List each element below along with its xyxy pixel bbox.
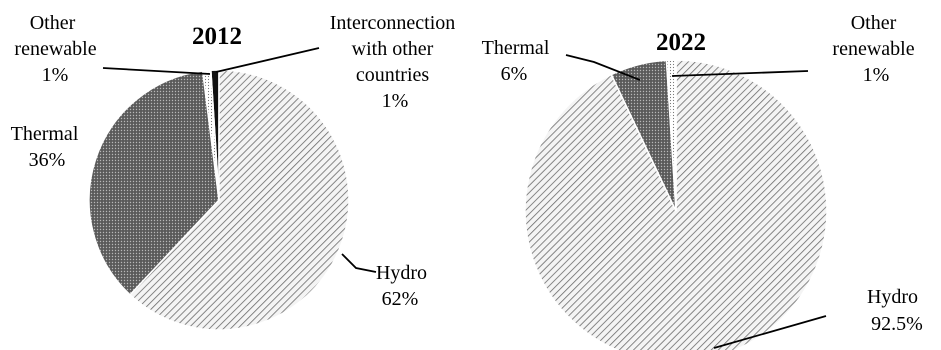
pie-2012-label-interconnection: Interconnection with other countries 1% <box>330 12 461 112</box>
label-line: renewable <box>14 38 96 60</box>
label-line: Hydro <box>867 286 918 308</box>
label-line: renewable <box>832 38 914 60</box>
label-line: Other <box>30 12 76 34</box>
pie-2012-label-hydro: Hydro 62% <box>376 262 432 310</box>
leader-line-2012-interconnection <box>215 47 320 73</box>
pie-slice-2012-hydro <box>128 69 350 331</box>
leader-line-2012-other-renewable <box>102 67 211 75</box>
label-line: countries <box>356 64 430 86</box>
label-value: 6% <box>501 63 528 85</box>
label-line: Hydro <box>376 262 427 284</box>
label-value: 1% <box>863 64 890 86</box>
pie-2012-title: 2012 <box>192 23 242 50</box>
pie-2012-label-thermal: Thermal 36% <box>11 123 84 171</box>
pie-2022-slices <box>524 59 828 350</box>
pie-2012-leader-lines <box>102 47 377 273</box>
pie-2012-label-other-renewable: Other renewable 1% <box>14 12 101 86</box>
label-line: Other <box>851 12 897 34</box>
pie-2012-slices <box>88 69 350 331</box>
label-value: 1% <box>382 90 409 112</box>
pie-2022-leader-lines <box>565 54 827 349</box>
pie-2022-label-other-renewable: Other renewable 1% <box>832 12 919 86</box>
leader-line-2012-hydro <box>341 253 377 273</box>
label-line: Interconnection <box>330 12 456 34</box>
label-line: Thermal <box>11 123 79 145</box>
pie-2022-label-hydro: Hydro 92.5% <box>867 286 923 335</box>
pie-2022: 2022 Thermal 6% Other renewable 1% Hydro <box>482 12 923 350</box>
pie-2022-title: 2022 <box>656 29 706 56</box>
pie-slice-2022-other-renewable <box>665 59 677 212</box>
pie-slice-2022-hydro <box>524 59 828 350</box>
leader-line-2022-hydro <box>713 315 827 349</box>
label-value: 36% <box>29 149 66 171</box>
label-value: 92.5% <box>871 313 923 335</box>
pie-2022-label-thermal: Thermal 6% <box>482 37 555 85</box>
pie-2012: 2012 Other renewable 1% Thermal 36% Inte… <box>11 12 461 331</box>
pie-slice-2012-thermal <box>88 70 220 296</box>
leader-line-2022-other-renewable <box>671 70 809 77</box>
label-line: Thermal <box>482 37 550 59</box>
label-value: 62% <box>382 288 419 310</box>
label-value: 1% <box>42 64 69 86</box>
label-line: with other <box>352 38 434 60</box>
pie-slice-2012-other-renewable <box>201 69 220 201</box>
leader-line-2022-thermal <box>565 54 641 81</box>
